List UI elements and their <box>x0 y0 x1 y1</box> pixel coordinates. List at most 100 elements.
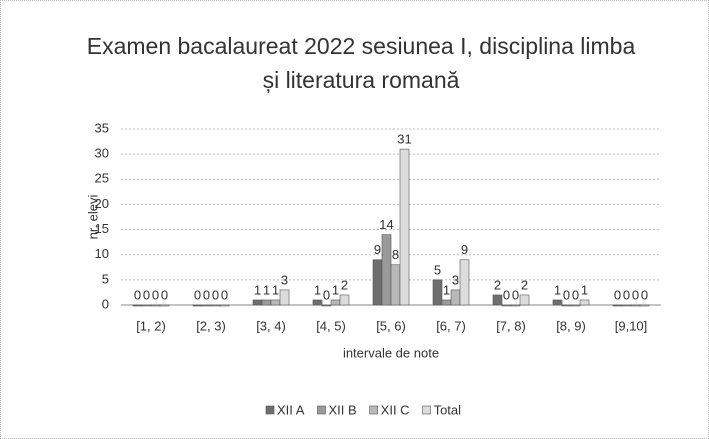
x-tick-label: [4, 5) <box>316 318 346 333</box>
bar <box>210 304 221 307</box>
y-tick-label: 10 <box>95 246 109 261</box>
bar <box>450 289 461 306</box>
bar <box>339 294 350 306</box>
legend-label: XII B <box>328 402 356 417</box>
bar <box>279 289 290 306</box>
data-label: 0 <box>632 287 639 302</box>
y-tick-label: 20 <box>95 196 109 211</box>
data-label: 2 <box>521 277 528 292</box>
bar <box>501 304 512 307</box>
legend-label: XII C <box>381 402 410 417</box>
data-label: 1 <box>443 282 450 297</box>
bar <box>399 148 410 306</box>
legend-swatch <box>317 405 326 415</box>
y-tick-label: 35 <box>95 120 109 135</box>
y-axis-label: nr. elevi <box>85 194 100 239</box>
x-tick-label: [6, 7) <box>436 318 466 333</box>
data-label: 1 <box>554 282 561 297</box>
data-label: 0 <box>512 287 519 302</box>
data-label: 1 <box>254 282 261 297</box>
x-tick-label: [2, 3) <box>196 318 226 333</box>
data-label: 9 <box>374 242 381 257</box>
data-label: 1 <box>581 282 588 297</box>
data-label: 0 <box>212 287 219 302</box>
bar <box>639 304 650 307</box>
bar <box>579 299 590 306</box>
bar <box>150 304 161 307</box>
bar <box>390 264 401 306</box>
data-label: 0 <box>143 287 150 302</box>
chart-title: Examen bacalaureat 2022 sesiunea I, disc… <box>86 33 636 93</box>
bar <box>552 299 563 306</box>
bar <box>441 299 452 306</box>
data-label: 31 <box>397 132 411 147</box>
data-label: 0 <box>614 287 621 302</box>
data-label: 0 <box>572 287 579 302</box>
y-tick-label: 30 <box>95 146 109 161</box>
data-label: 3 <box>281 272 288 287</box>
data-label: 0 <box>563 287 570 302</box>
bar <box>270 299 281 306</box>
x-tick-label: [3, 4) <box>256 318 286 333</box>
bar <box>459 259 470 306</box>
legend-swatch <box>265 405 275 415</box>
legend-swatch <box>422 405 431 415</box>
data-label: 0 <box>221 287 228 302</box>
bar <box>510 304 521 307</box>
bar <box>372 259 383 306</box>
data-label: 0 <box>134 287 141 302</box>
data-label: 3 <box>452 272 459 287</box>
y-tick-label: 15 <box>95 221 109 236</box>
bar <box>612 304 623 307</box>
y-tick-label: 25 <box>95 171 109 186</box>
data-label: 1 <box>314 282 321 297</box>
x-axis-label: intervale de note <box>343 345 439 360</box>
y-tick-label: 5 <box>102 271 109 286</box>
bar <box>132 304 143 307</box>
data-label: 0 <box>203 287 210 302</box>
data-label: 0 <box>623 287 630 302</box>
data-label: 1 <box>332 282 339 297</box>
data-label: 1 <box>272 282 279 297</box>
data-label: 2 <box>494 277 501 292</box>
bar <box>192 304 203 307</box>
data-label: 1 <box>263 282 270 297</box>
x-tick-label: [1, 2) <box>136 318 166 333</box>
data-label: 0 <box>152 287 159 302</box>
bar <box>321 304 332 307</box>
bar <box>261 299 272 306</box>
bar <box>432 279 443 306</box>
bar <box>621 304 632 307</box>
bar <box>330 299 341 306</box>
y-tick-label: 0 <box>102 296 109 311</box>
data-label: 0 <box>194 287 201 302</box>
bar <box>381 234 392 306</box>
bar <box>519 294 530 306</box>
bar <box>159 304 170 307</box>
data-label: 0 <box>323 287 330 302</box>
bar <box>312 299 323 306</box>
x-tick-label: [7, 8) <box>496 318 526 333</box>
data-label: 9 <box>461 242 468 257</box>
data-label: 0 <box>641 287 648 302</box>
bar <box>492 294 503 306</box>
x-tick-label: [8, 9) <box>556 318 586 333</box>
bar <box>252 299 263 306</box>
data-label: 8 <box>392 247 399 262</box>
bar <box>219 304 230 307</box>
bar <box>561 304 572 307</box>
data-label: 14 <box>379 217 393 232</box>
data-label: 5 <box>434 262 441 277</box>
bar <box>201 304 212 307</box>
x-tick-label: [5, 6) <box>376 318 406 333</box>
legend-label: XII A <box>277 402 305 417</box>
data-label: 0 <box>161 287 168 302</box>
legend-swatch <box>369 405 378 415</box>
bar <box>570 304 581 307</box>
data-label: 2 <box>341 277 348 292</box>
x-tick-label: [9,10] <box>615 318 648 333</box>
legend-label: Total <box>434 402 462 417</box>
bar <box>630 304 641 307</box>
